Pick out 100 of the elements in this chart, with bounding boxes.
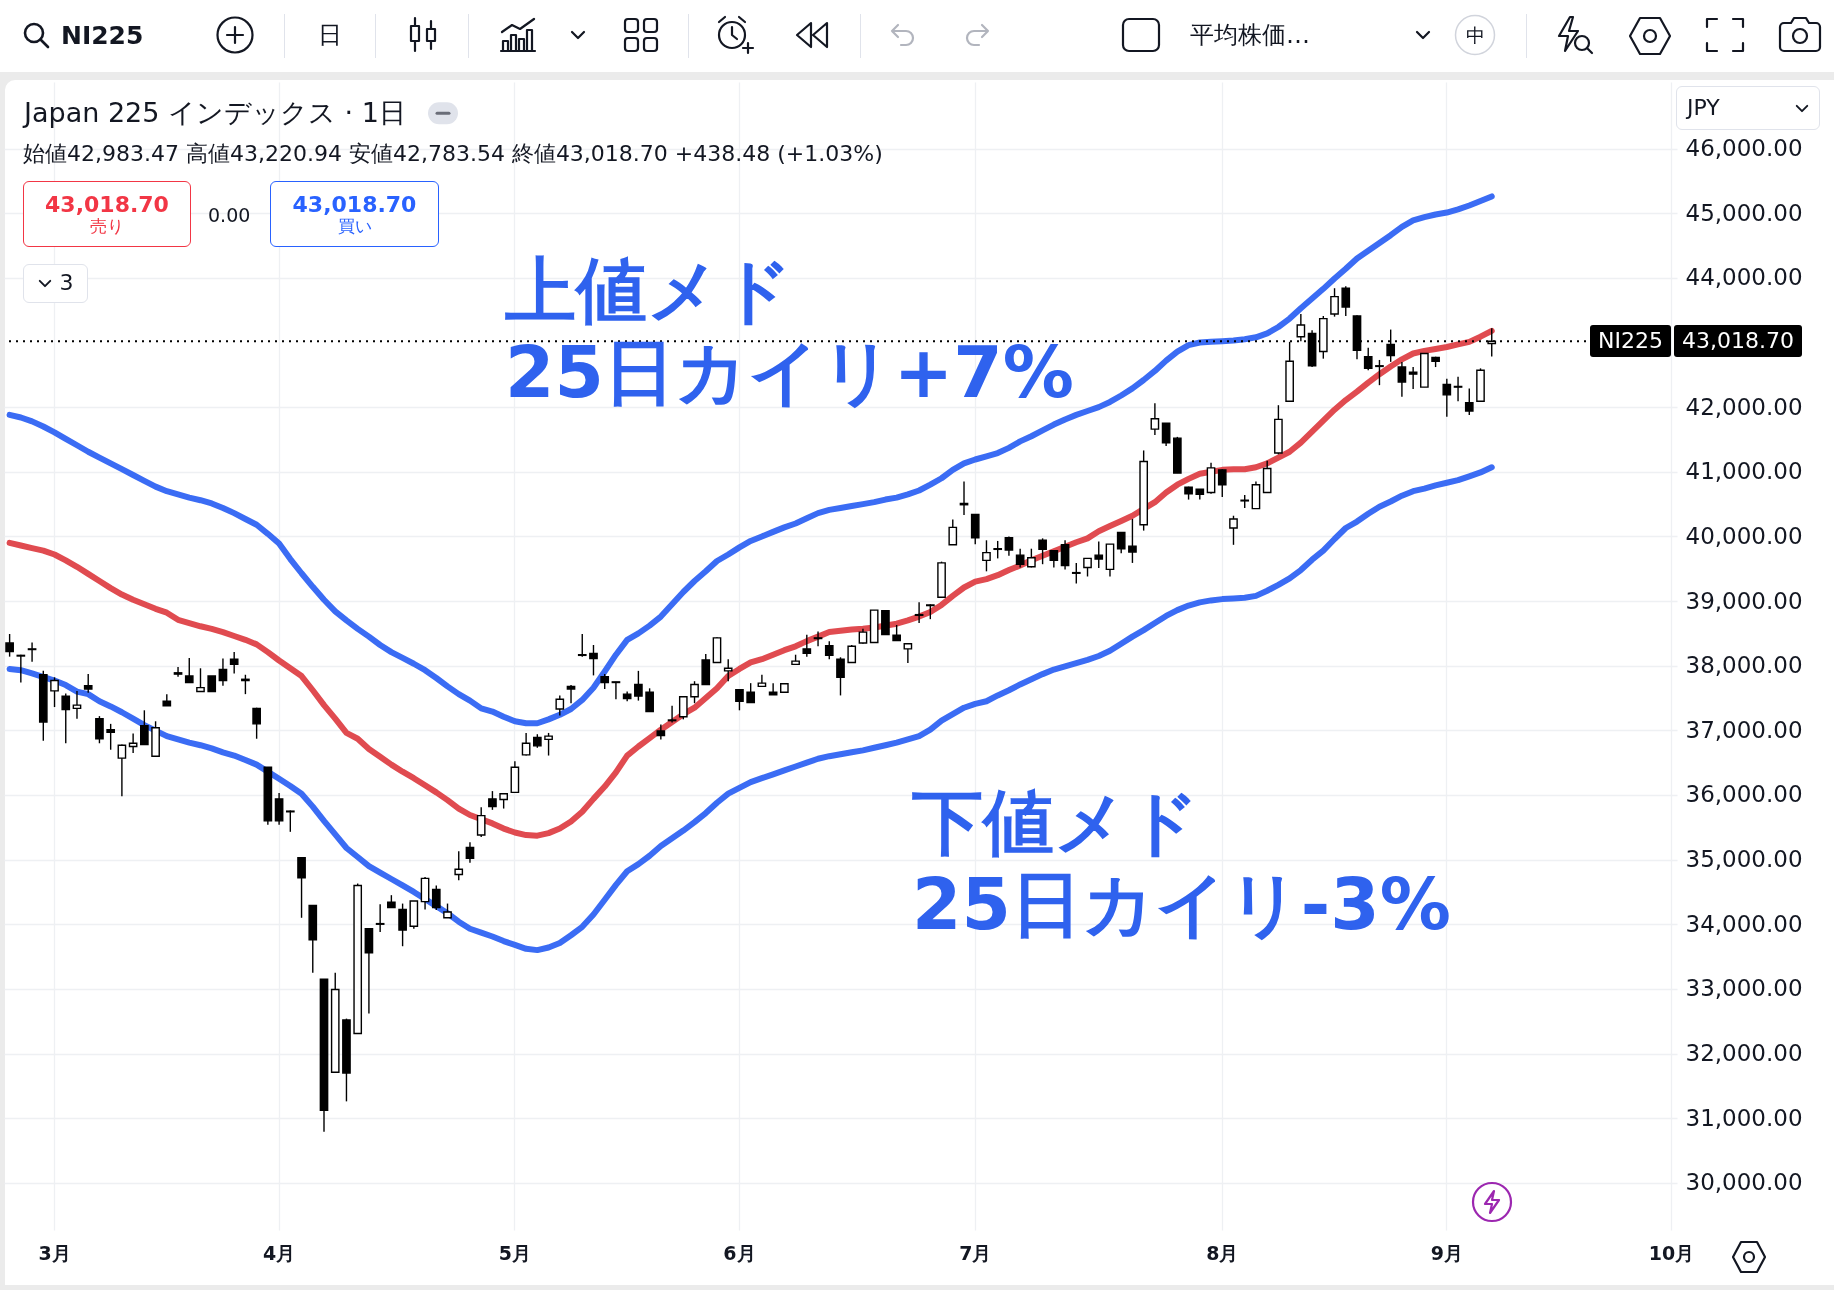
buy-button: 43,018.70 買い: [270, 181, 439, 247]
candlestick: [398, 902, 407, 947]
candlestick: [1397, 361, 1407, 398]
y-tick-label: 37,000.00: [1685, 716, 1803, 743]
sell-button: 43,018.70 売り: [23, 181, 191, 247]
annotation: 売り: [90, 215, 124, 236]
candlestick: [1150, 402, 1160, 436]
candlestick: [1128, 518, 1137, 564]
candlestick: [1453, 376, 1463, 403]
x-tick-label: 10月: [1648, 1241, 1695, 1264]
y-tick-label: 32,000.00: [1685, 1040, 1803, 1067]
candlestick: [16, 654, 26, 684]
candlestick: [544, 732, 553, 757]
candlestick: [364, 928, 374, 1015]
y-tick-label: 36,000.00: [1685, 781, 1803, 808]
candlestick: [1083, 557, 1092, 578]
candlestick: [488, 790, 497, 811]
text: 平均株価…: [1190, 21, 1310, 49]
candlestick: [184, 657, 194, 684]
x-tick-label: 9月: [1430, 1241, 1463, 1264]
candlestick: [690, 680, 699, 704]
x-tick-label: 5月: [498, 1241, 531, 1264]
annotation: 始値42,983.47 高値43,220.94 安値42,783.54 終値43,018.70 +438.48 (+1.03%): [23, 141, 883, 166]
candlestick: [1375, 359, 1384, 386]
candlestick: [229, 651, 239, 675]
candlestick: [881, 610, 890, 636]
annotation: 43,018.70: [45, 191, 169, 217]
y-tick-label: 31,000.00: [1685, 1104, 1803, 1131]
y-tick-label: 38,000.00: [1685, 652, 1803, 679]
text: 中: [1465, 23, 1485, 46]
ref-line-label: 43,018.70: [1674, 325, 1802, 358]
candlestick: [1464, 387, 1474, 416]
candlestick: [903, 643, 913, 664]
candlestick: [95, 715, 104, 744]
annotation: 43,018.70: [292, 191, 417, 217]
candlestick: [50, 676, 59, 708]
candlestick: [1217, 468, 1227, 498]
toggle-button: 3: [23, 264, 88, 303]
y-tick-label: 39,000.00: [1685, 587, 1803, 614]
candlestick: [252, 707, 261, 740]
candlestick: [1442, 378, 1452, 418]
candlestick: [1038, 537, 1047, 565]
candlestick: [521, 732, 531, 757]
y-tick-label: 44,000.00: [1685, 264, 1803, 291]
candlestick: [948, 518, 958, 546]
candlestick: [72, 690, 82, 720]
annotation: NI225: [1590, 325, 1671, 358]
y-tick-label: 46,000.00: [1685, 135, 1803, 162]
candlestick: [746, 682, 756, 704]
text: 日: [318, 21, 342, 49]
y-tick-label: 42,000.00: [1685, 393, 1803, 420]
candlestick: [1094, 540, 1104, 569]
candlestick: [1262, 460, 1272, 494]
y-tick-label: 41,000.00: [1685, 458, 1803, 485]
candlestick: [173, 666, 183, 678]
text: NI225: [61, 20, 144, 50]
candlestick: [611, 681, 621, 701]
annotation: 3: [59, 270, 74, 296]
candlestick: [297, 856, 306, 919]
candlestick: [1341, 285, 1351, 317]
candlestick: [196, 667, 205, 693]
x-tick-label: 7月: [959, 1241, 992, 1264]
annotation: 0.00: [208, 203, 251, 226]
candlestick: [914, 601, 924, 624]
text: Japan 225 インデックス · 1日: [24, 97, 406, 129]
candlestick: [375, 903, 385, 933]
candlestick: [678, 696, 688, 721]
candlestick: [1060, 539, 1070, 571]
candlestick: [577, 633, 587, 658]
candlestick: [634, 670, 643, 702]
x-tick-label: 6月: [723, 1241, 756, 1264]
y-tick-label: 35,000.00: [1685, 846, 1803, 873]
candlestick: [1251, 480, 1261, 510]
candlestick: [667, 705, 677, 724]
candlestick: [970, 513, 980, 545]
y-tick-label: 40,000.00: [1685, 522, 1803, 549]
candlestick: [5, 633, 14, 658]
candlestick: [420, 876, 430, 911]
annotation: 下値メド 25日カイリ-3%: [912, 781, 1451, 946]
y-tick-label: 34,000.00: [1685, 910, 1803, 937]
x-tick-label: 3月: [38, 1241, 71, 1264]
candlestick: [431, 884, 441, 911]
candlestick: [274, 792, 284, 826]
candlestick: [106, 723, 116, 751]
annotation: 買い: [337, 215, 372, 236]
candlestick: [1015, 548, 1025, 569]
y-tick-label: 33,000.00: [1685, 975, 1803, 1002]
x-tick-label: 8月: [1206, 1241, 1239, 1264]
candlestick: [285, 809, 295, 833]
candlestick: [61, 692, 71, 744]
candlestick: [117, 743, 127, 797]
annotation: 上値メド 25日カイリ+7%: [505, 249, 1074, 414]
candlestick: [83, 673, 93, 694]
candlestick: [1363, 346, 1373, 371]
candlestick: [566, 684, 576, 704]
candlestick: [589, 644, 598, 677]
candlestick: [476, 806, 486, 838]
candlestick: [1229, 515, 1238, 546]
candlestick: [723, 658, 733, 682]
candlestick: [27, 641, 37, 663]
